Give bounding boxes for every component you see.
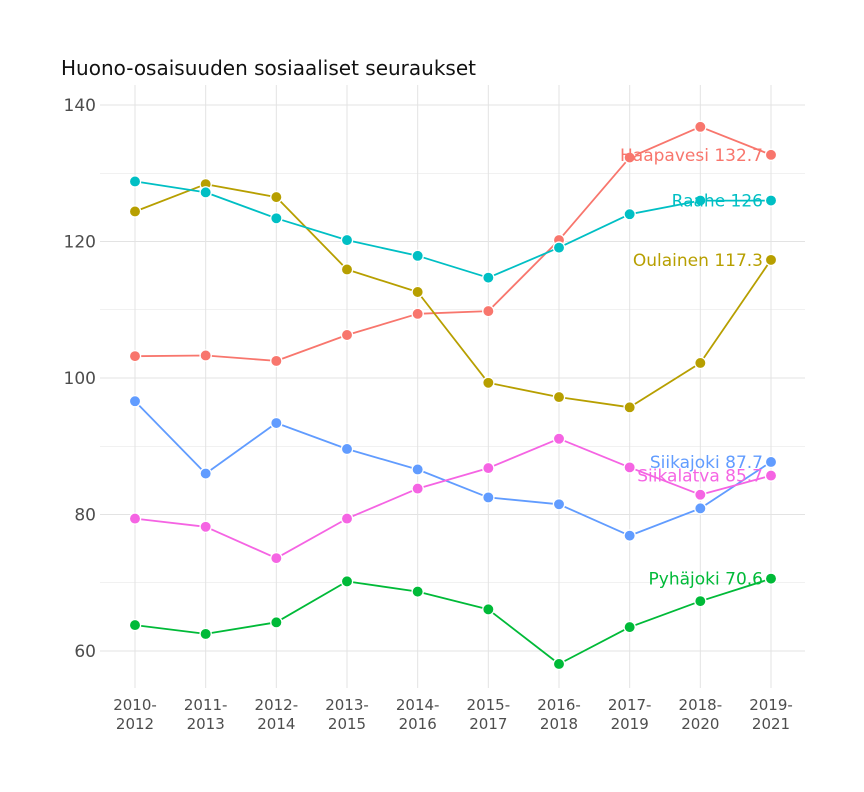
data-point-haapavesi: [694, 120, 707, 134]
data-point-pyhäjoki: [199, 627, 212, 641]
x-tick-label: 2015-2017: [467, 696, 511, 733]
series-line-pyhäjoki: [134, 577, 772, 665]
data-point-pyhäjoki: [764, 572, 778, 585]
data-point-siikajoki: [482, 491, 495, 504]
x-tick-label: 2012-2014: [255, 696, 299, 733]
x-tick-label: 2011-2013: [184, 696, 228, 733]
data-point-pyhäjoki: [340, 575, 354, 588]
data-point-oulainen: [482, 376, 495, 390]
data-point-raahe: [199, 186, 212, 199]
data-point-raahe: [623, 207, 636, 221]
data-point-oulainen: [411, 285, 424, 299]
data-point-siikajoki: [199, 467, 212, 480]
data-point-siikalatva: [128, 512, 142, 525]
end-label-pyhäjoki: Pyhäjoki 70.6: [649, 570, 763, 590]
x-tick-label: 2016-2018: [537, 696, 581, 733]
data-point-siikalatva: [552, 432, 566, 445]
data-point-oulainen: [340, 263, 354, 276]
series-lines: [134, 125, 772, 665]
data-point-raahe: [270, 212, 283, 225]
data-point-haapavesi: [199, 349, 212, 362]
data-point-siikalatva: [482, 461, 495, 475]
y-axis: 60 80 100 120 140: [64, 96, 96, 662]
data-point-oulainen: [764, 253, 778, 267]
x-axis: 2010-2012 2011-2013 2012-2014 2013-2015 2014…: [113, 696, 793, 733]
x-tick-label: 2019-2021: [749, 696, 793, 733]
data-point-pyhäjoki: [623, 620, 636, 634]
data-point-raahe: [482, 271, 495, 284]
data-point-siikajoki: [270, 416, 283, 430]
data-point-siikajoki: [128, 394, 142, 408]
data-point-pyhäjoki: [482, 603, 495, 616]
data-point-raahe: [128, 175, 142, 188]
end-label-siikalatva: Siikalatva 85.7: [637, 467, 763, 487]
y-tick-label: 140: [64, 96, 96, 116]
series-line-oulainen: [134, 183, 772, 409]
data-point-raahe: [552, 241, 566, 254]
data-point-haapavesi: [128, 349, 142, 363]
data-point-siikalatva: [199, 520, 212, 534]
x-tick-label: 2014-2016: [396, 696, 440, 733]
x-tick-label: 2010-2012: [113, 696, 157, 733]
data-point-siikajoki: [340, 442, 354, 456]
data-point-haapavesi: [270, 354, 283, 368]
data-point-siikajoki: [623, 529, 636, 542]
data-point-oulainen: [694, 356, 707, 370]
data-point-raahe: [694, 194, 707, 207]
data-point-oulainen: [270, 190, 283, 204]
data-point-siikajoki: [694, 502, 707, 515]
data-point-oulainen: [623, 401, 636, 414]
end-label-raahe: Raahe 126: [672, 192, 763, 212]
data-point-siikalatva: [764, 469, 778, 482]
data-point-haapavesi: [340, 328, 354, 342]
series-points: [128, 120, 778, 671]
data-point-pyhäjoki: [552, 657, 566, 671]
data-point-pyhäjoki: [694, 594, 707, 608]
data-point-oulainen: [552, 390, 566, 404]
data-point-oulainen: [128, 205, 142, 218]
data-point-siikalatva: [340, 512, 354, 525]
series-line-haapavesi: [134, 125, 772, 362]
y-tick-label: 100: [64, 369, 96, 389]
y-tick-label: 80: [74, 506, 96, 526]
data-point-haapavesi: [411, 307, 424, 321]
end-label-haapavesi: Haapavesi 132.7: [620, 146, 763, 166]
data-point-pyhäjoki: [128, 618, 142, 632]
data-point-siikajoki: [552, 498, 566, 511]
data-point-raahe: [340, 233, 354, 247]
data-point-siikalatva: [623, 461, 636, 474]
data-point-siikajoki: [411, 463, 424, 476]
data-point-pyhäjoki: [270, 616, 283, 629]
data-point-siikalatva: [411, 482, 424, 495]
series-line-siikajoki: [134, 400, 772, 537]
data-point-siikalatva: [694, 488, 707, 501]
data-point-siikajoki: [764, 455, 778, 469]
series-line-raahe: [134, 180, 771, 279]
data-point-raahe: [764, 194, 778, 207]
x-tick-label: 2018-2020: [679, 696, 723, 733]
series-line-siikalatva: [134, 437, 772, 560]
y-tick-label: 60: [74, 642, 96, 662]
data-point-haapavesi: [764, 148, 778, 162]
data-point-pyhäjoki: [411, 585, 424, 598]
data-point-haapavesi: [482, 304, 495, 318]
data-point-siikalatva: [270, 551, 283, 565]
chart-title: Huono-osaisuuden sosiaaliset seuraukset: [61, 56, 476, 80]
end-label-siikajoki: Siikajoki 87.7: [650, 453, 763, 473]
x-tick-label: 2013-2015: [325, 696, 369, 733]
end-label-oulainen: Oulainen 117.3: [633, 251, 763, 271]
series-end-labels: Haapavesi 132.7 Oulainen 117.3 Pyhäjoki 70…: [620, 146, 763, 590]
data-point-haapavesi: [623, 151, 636, 164]
y-tick-label: 120: [64, 233, 96, 253]
data-point-raahe: [411, 249, 424, 263]
x-tick-label: 2017-2019: [608, 696, 652, 733]
